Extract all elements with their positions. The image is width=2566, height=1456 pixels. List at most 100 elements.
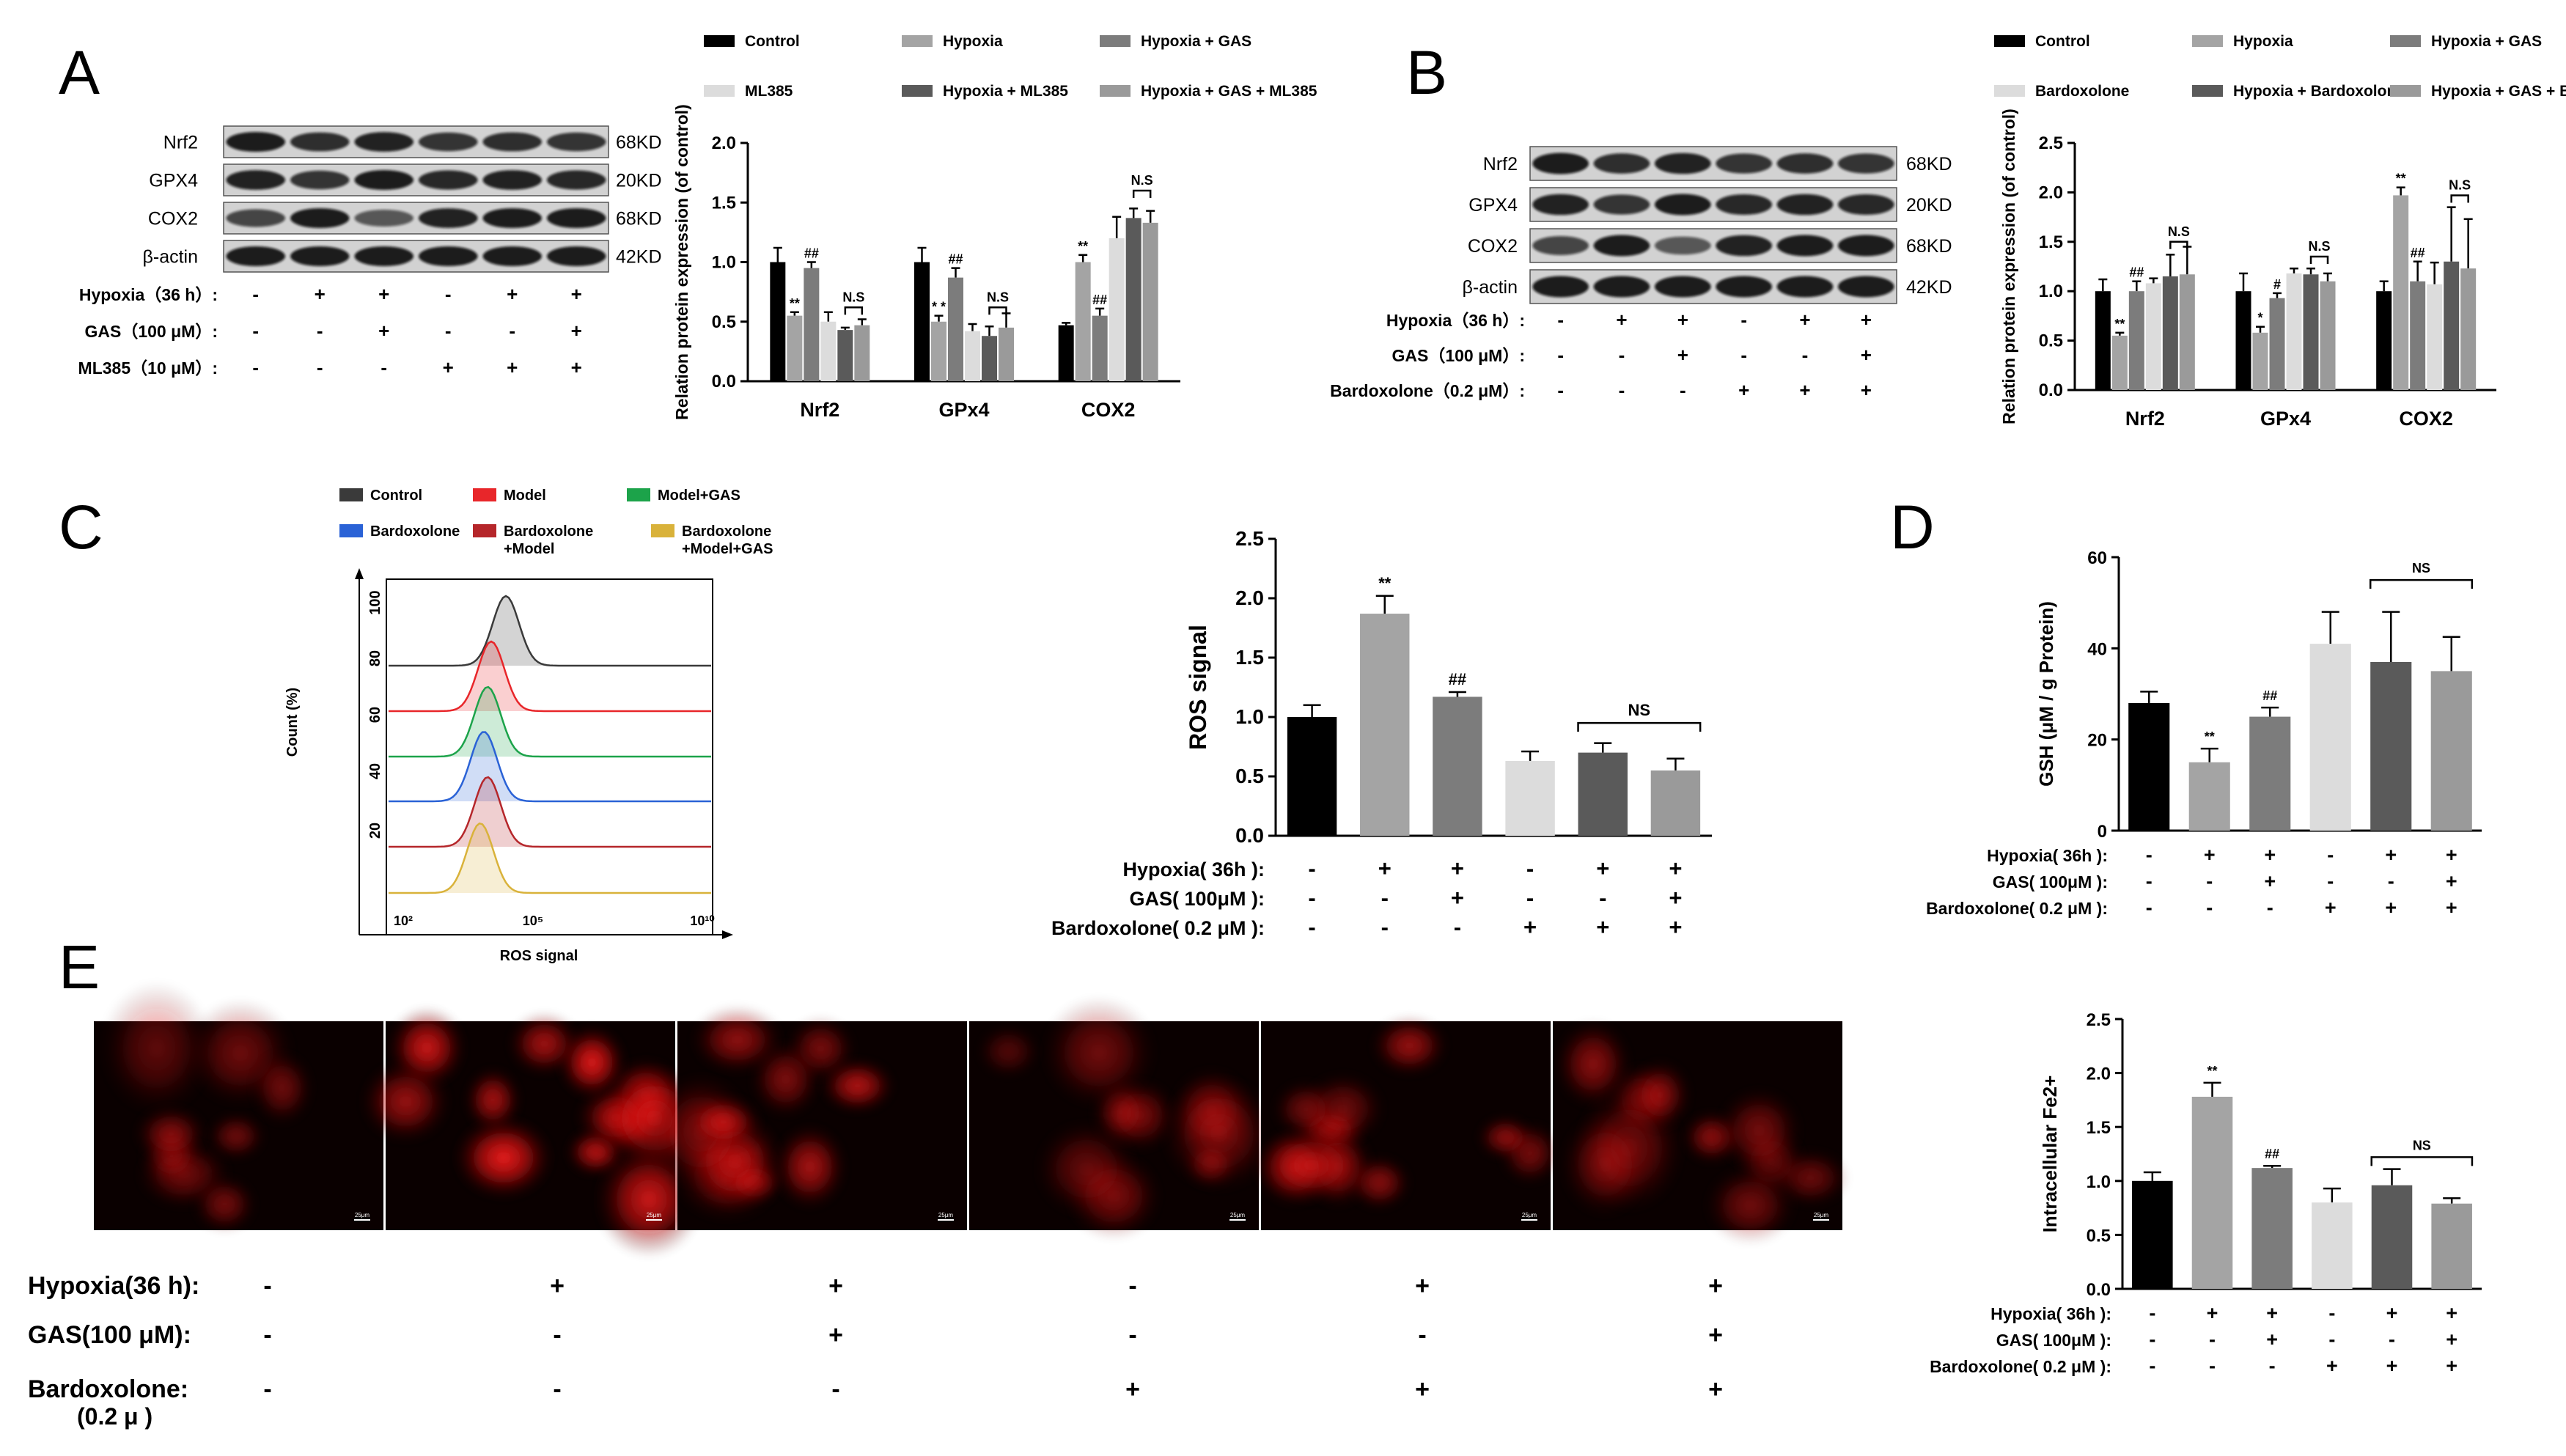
category-label: GPx4 xyxy=(2260,408,2311,430)
x-tick-label: 10² xyxy=(394,913,413,928)
y-tick-label: 0.5 xyxy=(712,312,736,332)
significance-mark: ## xyxy=(2262,688,2277,703)
bar xyxy=(931,321,946,381)
y-axis-label: Count (%) xyxy=(284,688,301,757)
significance-mark: ## xyxy=(2411,246,2425,260)
legend-label: Bardoxolone xyxy=(682,523,771,540)
panel-letter-e: E xyxy=(59,933,100,1001)
treatment-label: Bardoxolone（0.2 μM）: xyxy=(1330,381,1525,400)
bar xyxy=(2370,661,2412,831)
cell-fluorescence xyxy=(453,1116,554,1200)
legend-swatch xyxy=(1994,85,2025,97)
blot-band xyxy=(482,246,542,267)
bar xyxy=(2427,284,2443,390)
treatment-label: Hypoxia（36 h）: xyxy=(79,285,218,304)
bar xyxy=(2430,671,2472,831)
y-tick-label: 0.5 xyxy=(1235,765,1264,787)
treatment-sign: + xyxy=(2204,844,2216,866)
treatment-sign: - xyxy=(445,320,452,342)
y-tick-label: 1.0 xyxy=(2087,1172,2111,1192)
protein-label: β-actin xyxy=(142,247,198,268)
molecular-weight-label: 20KD xyxy=(616,171,662,191)
treatment-sign: + xyxy=(2385,897,2397,919)
bar xyxy=(2286,273,2302,390)
ns-bracket xyxy=(988,306,1007,315)
bar xyxy=(2393,195,2409,390)
cell-fluorescence xyxy=(507,1012,581,1076)
blot-band xyxy=(547,132,606,152)
treatment-sign: + xyxy=(2446,1302,2457,1324)
treatment-sign: + xyxy=(571,356,582,378)
blot-band xyxy=(1776,276,1834,298)
protein-label: GPX4 xyxy=(149,171,198,191)
blot-band xyxy=(1655,152,1711,174)
blot-band xyxy=(1532,276,1589,298)
y-tick-label: 2.5 xyxy=(2039,133,2063,153)
treatment-sign: - xyxy=(553,1321,561,1349)
category-label: Nrf2 xyxy=(800,399,839,421)
treatment-sign: - xyxy=(252,356,259,378)
y-axis-label: GSH (μM / g Protein) xyxy=(2035,601,2057,787)
treatment-sign: - xyxy=(1454,914,1461,940)
significance-mark: ** xyxy=(2114,317,2125,331)
bar xyxy=(2145,283,2161,390)
treatment-sign: - xyxy=(1128,1272,1136,1300)
blot-band xyxy=(354,169,413,191)
legend-swatch xyxy=(1100,35,1131,47)
treatment-sign: + xyxy=(2266,1328,2278,1350)
bar xyxy=(820,321,837,381)
legend-swatch xyxy=(473,488,496,501)
y-tick-label: 0.0 xyxy=(712,372,736,391)
treatment-sign: + xyxy=(378,283,389,305)
scale-bar-label: 25μm xyxy=(647,1212,662,1218)
y-tick-label: 100 xyxy=(367,590,383,614)
molecular-weight-label: 68KD xyxy=(1906,236,1952,257)
treatment-sign: - xyxy=(2146,844,2153,866)
treatment-sign: + xyxy=(828,1272,843,1300)
bar xyxy=(2188,762,2230,831)
treatment-sign: - xyxy=(2146,870,2153,892)
y-tick-label: 0.5 xyxy=(2087,1226,2111,1246)
histogram-fill xyxy=(389,777,711,847)
histogram-curve xyxy=(389,685,711,758)
cell-fluorescence xyxy=(251,1051,314,1125)
legend-label: Control xyxy=(745,33,800,50)
treatment-sign: + xyxy=(2446,1328,2457,1350)
treatment-sign: - xyxy=(1128,1321,1136,1349)
legend-label: Bardoxolone xyxy=(370,523,460,540)
blot-band xyxy=(1532,194,1589,216)
cell-fluorescence xyxy=(977,1024,1040,1079)
legend-label: Hypoxia xyxy=(2233,33,2293,50)
scale-bar-label: 25μm xyxy=(1230,1212,1246,1218)
blot-band xyxy=(1655,194,1711,216)
treatment-label: ML385（10 μM）: xyxy=(78,359,218,378)
treatment-sign: - xyxy=(2206,870,2213,892)
fluorescence-image-strip: 25μm 25μm 25μm 25μm 25μm 25μm xyxy=(94,981,1850,1257)
y-tick-label: 2.0 xyxy=(2039,183,2063,202)
treatment-sign: - xyxy=(1557,379,1564,401)
category-label: GPx4 xyxy=(938,399,989,421)
treatment-sign: + xyxy=(1861,379,1872,401)
blot-strip xyxy=(223,163,609,196)
legend-swatch xyxy=(627,488,650,501)
ns-label: NS xyxy=(2412,561,2430,576)
legend-swatch xyxy=(902,85,933,97)
bar xyxy=(770,262,786,381)
cell-fluorescence xyxy=(773,1124,847,1210)
legend-swatch xyxy=(2390,35,2421,47)
western-blot-a: Nrf2 68KD GPX4 20KD COX2 68KD β-actin 42KD Hypox… xyxy=(78,125,662,378)
x-tick-label: 10¹⁰ xyxy=(690,913,714,928)
bar xyxy=(2376,291,2392,390)
legend-label: Hypoxia + GAS xyxy=(1141,33,1251,50)
treatment-sign: + xyxy=(1378,856,1392,881)
blot-band xyxy=(1838,276,1894,298)
cell-fluorescence xyxy=(683,1094,763,1150)
bar xyxy=(1075,262,1091,381)
x-tick-label: 10⁵ xyxy=(523,913,543,928)
legend-label: +Model xyxy=(504,541,554,557)
treatment-sign: - xyxy=(1418,1321,1426,1349)
cell-fluorescence xyxy=(1716,1087,1803,1174)
legend-swatch xyxy=(704,85,735,97)
treatment-label: Hypoxia( 36h ): xyxy=(1122,858,1265,880)
